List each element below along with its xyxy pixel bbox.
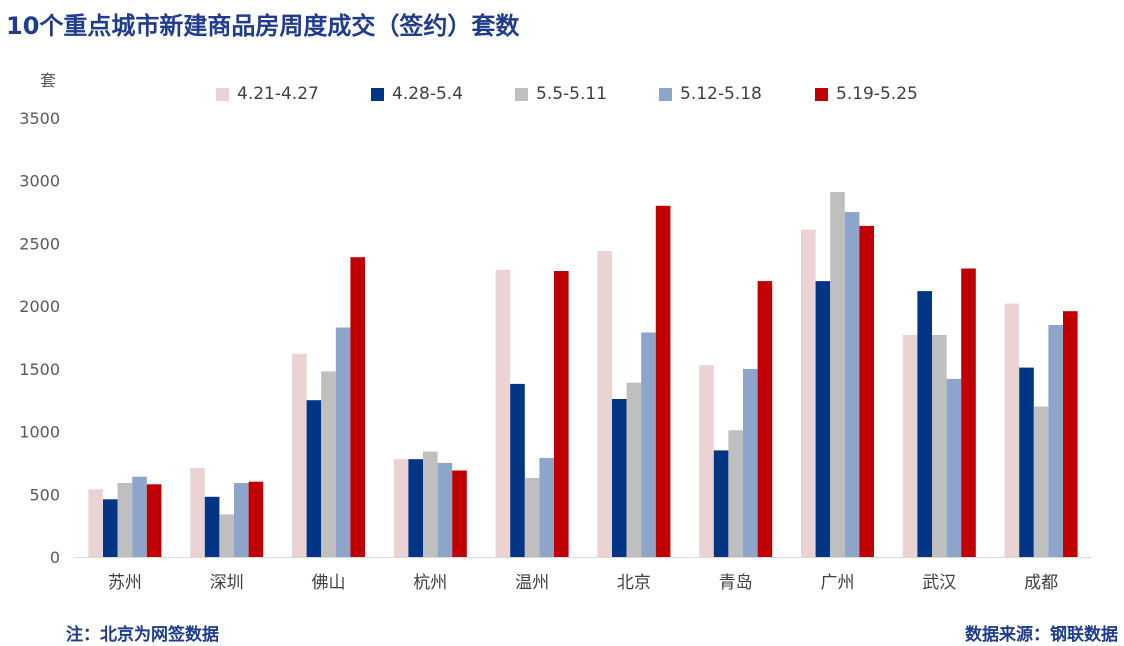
legend-label: 4.21-4.27 — [237, 84, 319, 104]
bar-5.19-5.25-北京 — [655, 205, 671, 558]
legend-label: 4.28-5.4 — [392, 84, 464, 104]
data-source: 数据来源：钢联数据 — [965, 625, 1118, 645]
bar-4.21-4.27-深圳 — [190, 467, 205, 557]
x-tick-label: 深圳 — [210, 573, 244, 593]
bar-5.12-5.18-武汉 — [946, 378, 962, 557]
bar-4.28-5.4-北京 — [612, 399, 627, 557]
y-tick-label: 500 — [29, 485, 60, 504]
bar-5.12-5.18-深圳 — [234, 483, 249, 557]
bar-4.21-4.27-广州 — [801, 229, 816, 557]
bar-5.19-5.25-青岛 — [757, 281, 773, 557]
bar-5.5-5.11-佛山 — [321, 371, 336, 557]
y-axis-unit-label: 套 — [40, 71, 56, 90]
bar-5.5-5.11-北京 — [626, 382, 642, 557]
bar-5.19-5.25-成都 — [1063, 311, 1078, 557]
x-tick-label: 成都 — [1024, 573, 1058, 593]
bar-4.28-5.4-武汉 — [917, 291, 932, 557]
x-tick-label: 杭州 — [413, 573, 447, 593]
legend-item: 4.21-4.27 — [216, 84, 319, 104]
y-tick-label: 1500 — [19, 360, 60, 379]
legend-item: 4.28-5.4 — [371, 84, 463, 104]
x-tick-label: 佛山 — [312, 573, 346, 593]
bar-4.21-4.27-温州 — [495, 269, 511, 557]
bar-4.28-5.4-杭州 — [408, 459, 423, 557]
bar-4.21-4.27-武汉 — [902, 335, 918, 557]
bar-4.28-5.4-苏州 — [103, 499, 118, 557]
y-tick-label: 1000 — [19, 423, 60, 442]
legend-item: 5.19-5.25 — [815, 84, 918, 104]
x-tick-label: 温州 — [515, 573, 549, 593]
legend-swatch — [216, 87, 229, 101]
bar-5.12-5.18-广州 — [844, 212, 860, 557]
x-tick-label: 广州 — [821, 573, 855, 593]
bar-5.12-5.18-佛山 — [335, 327, 351, 557]
y-tick-label: 0 — [50, 548, 60, 567]
bar-5.5-5.11-青岛 — [728, 430, 743, 557]
bar-5.19-5.25-武汉 — [961, 268, 976, 557]
x-tick-label: 青岛 — [719, 573, 753, 593]
bar-5.5-5.11-武汉 — [932, 335, 947, 557]
chart-legend: 4.21-4.27 4.28-5.4 5.5-5.11 5.12-5.18 5.19-5… — [0, 84, 1124, 106]
bar-4.21-4.27-苏州 — [88, 489, 103, 557]
bar-5.19-5.25-苏州 — [146, 484, 162, 557]
bar-4.28-5.4-佛山 — [306, 400, 322, 557]
bar-4.28-5.4-深圳 — [204, 496, 220, 557]
bar-5.12-5.18-青岛 — [743, 368, 758, 557]
bar-4.28-5.4-广州 — [815, 281, 831, 557]
chart-title: 10个重点城市新建商品房周度成交（签约）套数 — [6, 12, 520, 40]
bar-5.5-5.11-成都 — [1033, 406, 1049, 557]
legend-label: 5.19-5.25 — [836, 84, 918, 104]
legend-item: 5.5-5.11 — [515, 84, 607, 104]
y-tick-label: 3500 — [19, 109, 60, 128]
bar-5.5-5.11-杭州 — [423, 451, 438, 557]
y-tick-label: 3000 — [19, 172, 60, 191]
bar-4.28-5.4-青岛 — [713, 450, 729, 557]
bar-5.19-5.25-深圳 — [248, 481, 264, 557]
bar-5.5-5.11-温州 — [524, 478, 540, 557]
y-tick-label: 2000 — [19, 297, 60, 316]
legend-label: 5.5-5.11 — [536, 84, 608, 104]
legend-swatch — [371, 87, 384, 101]
bar-5.12-5.18-苏州 — [132, 476, 147, 557]
bar-4.28-5.4-成都 — [1019, 367, 1034, 557]
bar-4.28-5.4-温州 — [510, 383, 525, 557]
bar-4.21-4.27-成都 — [1004, 303, 1020, 557]
footnote: 注：北京为网签数据 — [66, 625, 219, 645]
bar-4.21-4.27-杭州 — [393, 459, 409, 557]
bar-5.12-5.18-杭州 — [437, 462, 453, 557]
x-tick-label: 苏州 — [108, 573, 142, 593]
bar-5.19-5.25-杭州 — [452, 470, 467, 557]
bar-5.5-5.11-广州 — [830, 192, 845, 557]
legend-label: 5.12-5.18 — [680, 84, 762, 104]
bar-5.19-5.25-佛山 — [350, 257, 365, 557]
legend-swatch — [659, 87, 672, 101]
legend-item: 5.12-5.18 — [659, 84, 762, 104]
bar-5.12-5.18-温州 — [539, 457, 554, 557]
bar-5.5-5.11-苏州 — [117, 483, 133, 557]
legend-swatch — [815, 87, 828, 101]
bar-5.19-5.25-温州 — [554, 271, 569, 557]
bar-4.21-4.27-青岛 — [699, 365, 714, 557]
legend-swatch — [515, 87, 528, 101]
bar-4.21-4.27-佛山 — [292, 353, 307, 557]
x-tick-label: 武汉 — [922, 573, 956, 593]
y-tick-label: 2500 — [19, 234, 60, 253]
bar-5.19-5.25-广州 — [859, 225, 874, 557]
x-tick-label: 北京 — [617, 573, 651, 593]
bar-5.5-5.11-深圳 — [219, 514, 234, 557]
bar-4.21-4.27-北京 — [597, 251, 612, 557]
bar-5.12-5.18-成都 — [1048, 325, 1063, 557]
bar-5.12-5.18-北京 — [641, 332, 656, 557]
